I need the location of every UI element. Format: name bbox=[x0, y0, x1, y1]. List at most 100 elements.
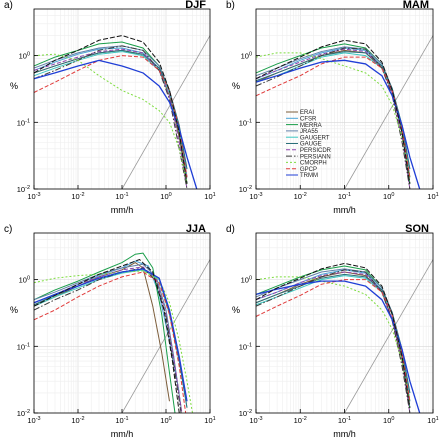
x-tick-label: 100 bbox=[160, 416, 171, 425]
x-axis-label: mm/h bbox=[111, 205, 134, 215]
series-line-black-dashed bbox=[255, 39, 411, 184]
series-line-gpcp bbox=[33, 271, 187, 414]
x-tick-exponent: -3 bbox=[36, 416, 41, 422]
y-tick-label: 10-2 bbox=[17, 409, 30, 418]
legend-label: ERAI bbox=[300, 110, 314, 116]
y-tick-exponent: -2 bbox=[247, 185, 252, 191]
reference-line bbox=[344, 259, 434, 414]
series-line-gauge bbox=[255, 273, 411, 394]
x-tick-label: 10-3 bbox=[249, 416, 262, 425]
series-line-merra bbox=[33, 252, 176, 414]
panel-label: b) bbox=[226, 0, 235, 11]
series-line-persiann bbox=[33, 45, 188, 190]
series-line-trmm bbox=[255, 59, 421, 190]
legend-label: GAUGE bbox=[300, 142, 322, 148]
legend-label: GPCP bbox=[300, 167, 317, 173]
x-tick-label: 10-2 bbox=[294, 416, 307, 425]
x-tick-exponent: 1 bbox=[213, 416, 216, 422]
reference-line bbox=[121, 35, 211, 190]
y-tick-exponent: 0 bbox=[249, 276, 252, 282]
legend-label: JRA55 bbox=[300, 129, 319, 135]
x-tick-label: 100 bbox=[160, 192, 171, 201]
y-tick-label: 10-2 bbox=[239, 409, 252, 418]
series-line-persiann bbox=[255, 269, 411, 414]
y-tick-exponent: 0 bbox=[249, 52, 252, 58]
x-tick-exponent: -2 bbox=[80, 416, 85, 422]
y-tick-exponent: -2 bbox=[247, 409, 252, 415]
legend-label: MERRA bbox=[300, 123, 322, 129]
season-label: DJF bbox=[185, 0, 206, 11]
x-tick-exponent: 0 bbox=[391, 192, 394, 198]
x-tick-exponent: -2 bbox=[302, 416, 307, 422]
x-tick-exponent: -1 bbox=[346, 416, 351, 422]
y-tick-exponent: -1 bbox=[25, 342, 30, 348]
x-axis-label: mm/h bbox=[111, 429, 134, 439]
x-tick-label: 10-2 bbox=[71, 192, 84, 201]
series-line-gauge bbox=[33, 49, 188, 170]
y-tick-label: 10-1 bbox=[239, 118, 252, 127]
x-tick-exponent: -2 bbox=[80, 192, 85, 198]
x-tick-label: 10-3 bbox=[27, 416, 40, 425]
x-tick-label: 10-2 bbox=[294, 192, 307, 201]
x-tick-label: 10-1 bbox=[115, 416, 128, 425]
legend-label: CFSR bbox=[300, 117, 317, 123]
series-line-persicdr bbox=[33, 48, 188, 190]
y-axis-label: % bbox=[10, 305, 18, 315]
panel-label: d) bbox=[226, 224, 235, 235]
x-tick-exponent: 0 bbox=[169, 416, 172, 422]
y-tick-label: 100 bbox=[241, 276, 252, 285]
y-tick-label: 100 bbox=[241, 52, 252, 61]
series-line-cmorph bbox=[255, 276, 411, 402]
x-tick-label: 10-1 bbox=[115, 192, 128, 201]
y-tick-label: 10-1 bbox=[239, 342, 252, 351]
y-axis-label: % bbox=[10, 81, 18, 91]
reference-line bbox=[344, 35, 434, 190]
y-tick-label: 10-2 bbox=[239, 185, 252, 194]
y-axis-label: % bbox=[232, 81, 240, 91]
series-line-gauge bbox=[255, 51, 411, 170]
series-line-cmorph bbox=[33, 270, 193, 414]
series-line-gpcp bbox=[33, 55, 188, 178]
legend: ERAICFSRMERRAJRA55GAUGERTGAUGEPERSICDRPE… bbox=[286, 110, 332, 179]
series-line-persicdr bbox=[255, 48, 411, 190]
season-label: SON bbox=[405, 223, 429, 235]
x-tick-label: 10-1 bbox=[338, 416, 351, 425]
x-tick-label: 10-3 bbox=[249, 192, 262, 201]
x-tick-label: 10-1 bbox=[338, 192, 351, 201]
legend-label: TRMM bbox=[300, 173, 318, 179]
x-tick-exponent: -3 bbox=[258, 416, 263, 422]
series-line-black-dashed bbox=[255, 262, 411, 408]
x-tick-exponent: -2 bbox=[302, 192, 307, 198]
x-tick-exponent: -3 bbox=[36, 192, 41, 198]
reference-line bbox=[121, 259, 211, 414]
series-line-black-dashed bbox=[33, 259, 180, 414]
y-tick-exponent: 0 bbox=[27, 276, 30, 282]
x-tick-exponent: -1 bbox=[124, 416, 129, 422]
series-line-persicdr bbox=[255, 271, 411, 414]
y-axis-label: % bbox=[232, 305, 240, 315]
season-label: MAM bbox=[403, 0, 429, 11]
y-tick-exponent: 0 bbox=[27, 52, 30, 58]
x-tick-exponent: 1 bbox=[436, 192, 439, 198]
series-line-trmm bbox=[33, 59, 198, 190]
y-tick-exponent: -2 bbox=[25, 409, 30, 415]
x-tick-exponent: -1 bbox=[346, 192, 351, 198]
x-tick-exponent: 0 bbox=[391, 416, 394, 422]
panel-label: a) bbox=[4, 0, 13, 11]
series-line-trmm bbox=[255, 280, 421, 414]
series-line-persicdr bbox=[33, 266, 183, 414]
x-tick-exponent: 0 bbox=[169, 192, 172, 198]
x-tick-label: 10-2 bbox=[71, 416, 84, 425]
series-line-cmorph bbox=[255, 52, 411, 178]
x-axis-label: mm/h bbox=[333, 429, 356, 439]
y-tick-label: 10-1 bbox=[17, 342, 30, 351]
x-tick-exponent: 1 bbox=[213, 192, 216, 198]
x-tick-exponent: -3 bbox=[258, 192, 263, 198]
series-line-black-dashed bbox=[33, 35, 188, 184]
series-line-cmorph bbox=[33, 53, 188, 184]
